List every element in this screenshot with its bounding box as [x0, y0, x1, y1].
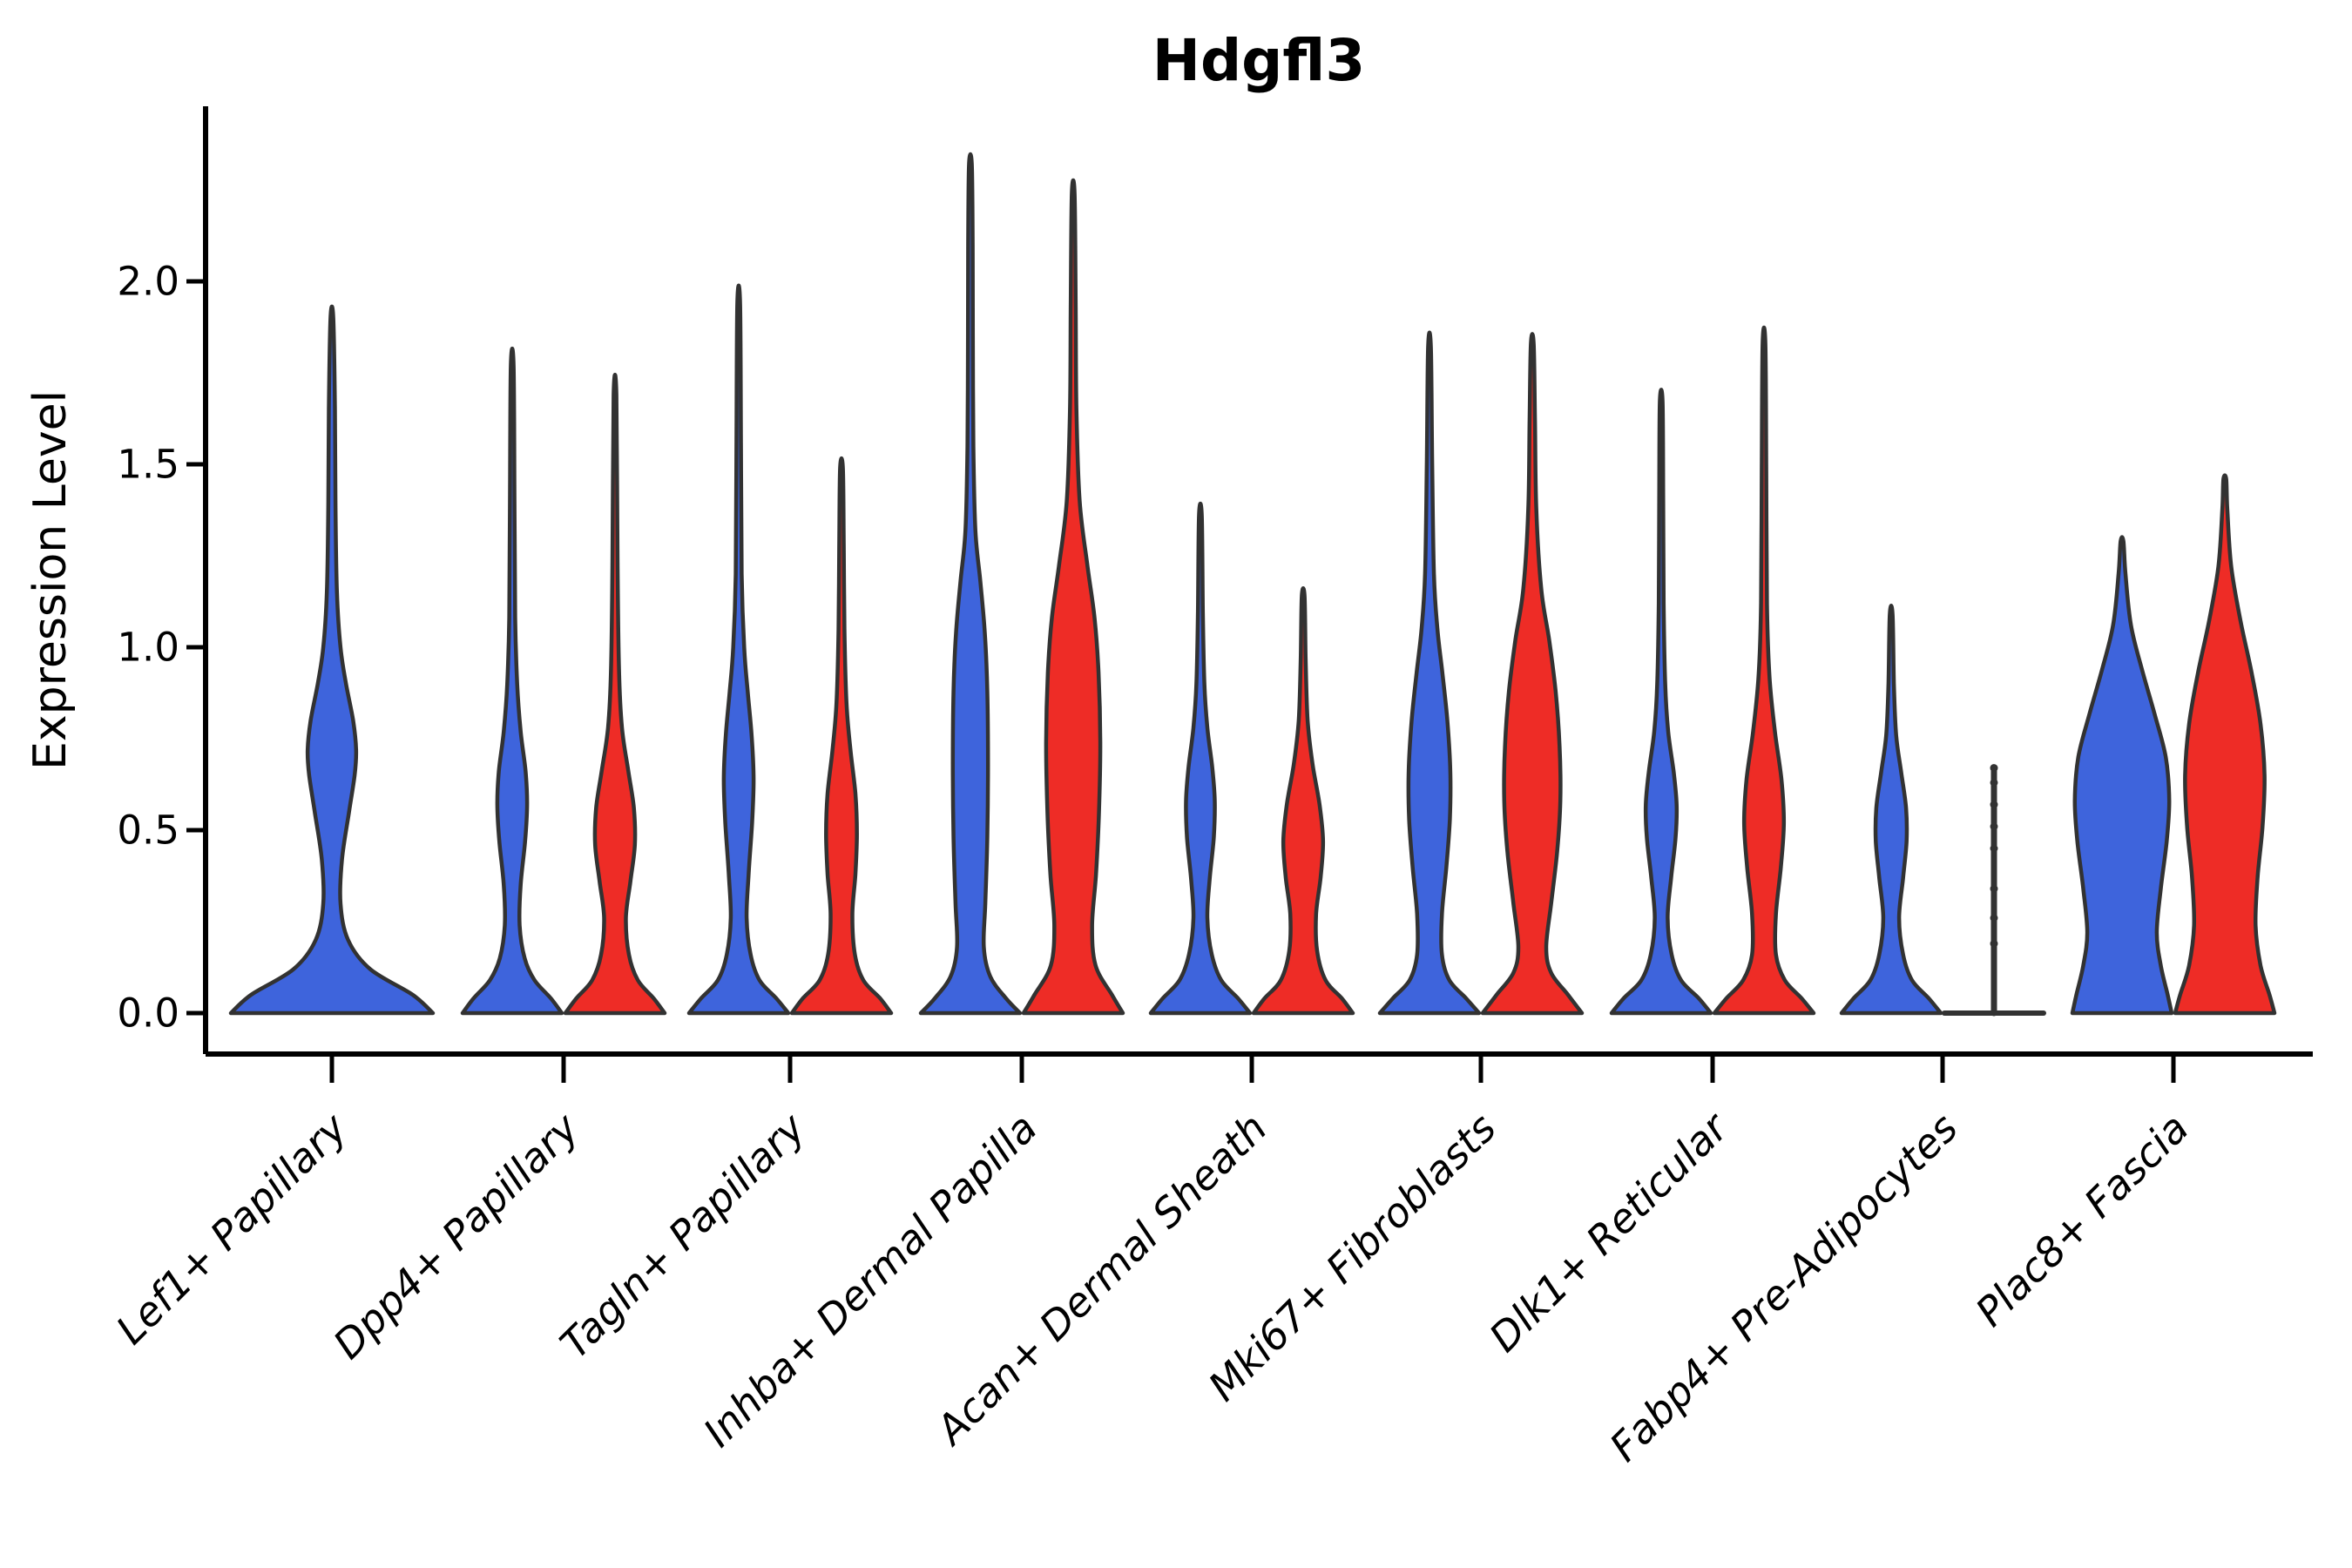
y-tick-label-2.0: 2.0 [117, 259, 179, 305]
degenerate-point [1990, 914, 1998, 923]
violin-dlk1-reticular-series_1_blue [1609, 388, 1713, 1016]
violin-acan-dermal-sheath-series_2_red [1251, 586, 1355, 1016]
violin-acan-dermal-sheath-series_1_blue [1148, 501, 1253, 1016]
chart-title: Hdgfl3 [1152, 27, 1366, 94]
degenerate-point [1990, 778, 1998, 787]
violin-mki67-fibroblasts-series_2_red [1480, 332, 1585, 1016]
degenerate-point [1990, 884, 1998, 893]
violin-dlk1-reticular-series_2_red [1712, 325, 1816, 1016]
x-tick-label-plac8-fascia: Plac8+ Fascia [1966, 1105, 2197, 1335]
violin-mki67-fibroblasts-series_1_blue [1377, 330, 1482, 1016]
x-tick-label-dlk1-reticular: Dlk1+ Reticular [1480, 1102, 1739, 1361]
degenerate-point [1990, 844, 1998, 853]
degenerate-point [1990, 939, 1998, 948]
violin-fabp4-pre-adipocytes-series_2_red-degenerate [1942, 764, 2046, 1017]
violin-fabp4-pre-adipocytes-series_1_blue [1839, 603, 1943, 1016]
y-tick-label-0.5: 0.5 [117, 808, 179, 854]
violin-lef1-papillary-series_1_blue [228, 304, 436, 1016]
violin-plac8-fascia-series_1_blue [2070, 535, 2174, 1016]
degenerate-point [1990, 822, 1998, 831]
degenerate-point [1990, 801, 1998, 809]
y-axis-label: Expression Level [24, 390, 77, 770]
x-tick-label-lef1-papillary: Lef1+ Papillary [107, 1104, 356, 1353]
y-tick-label-1.5: 1.5 [117, 442, 179, 488]
x-tick-label-tagln-papillary: Tagln+ Papillary [551, 1104, 814, 1368]
violin-dpp4-papillary-series_1_blue [460, 346, 564, 1016]
violin-plac8-fascia-series_2_red [2173, 473, 2277, 1016]
y-tick-label-0.0: 0.0 [117, 990, 179, 1037]
violin-tagln-papillary-series_1_blue [686, 283, 791, 1016]
axes [186, 106, 2313, 1083]
degenerate-point [1990, 764, 1998, 773]
violin-tagln-papillary-series_2_red [789, 456, 894, 1016]
x-tick-label-dpp4-papillary: Dpp4+ Papillary [324, 1104, 588, 1368]
violin-series [228, 152, 2277, 1017]
violin-inhba-dermal-papilla-series_2_red [1021, 178, 1125, 1016]
y-tick-label-1.0: 1.0 [117, 625, 179, 671]
violin-inhba-dermal-papilla-series_1_blue [918, 152, 1023, 1016]
violin-dpp4-papillary-series_2_red [563, 372, 667, 1016]
